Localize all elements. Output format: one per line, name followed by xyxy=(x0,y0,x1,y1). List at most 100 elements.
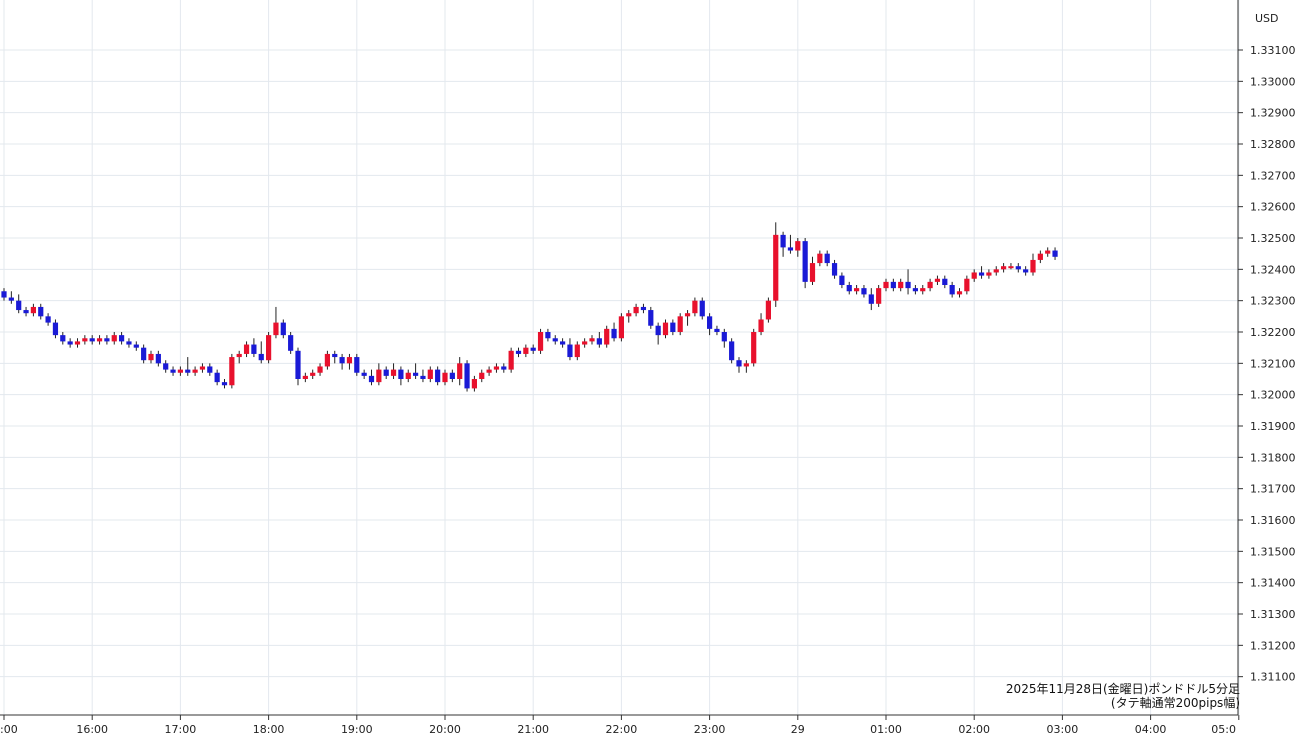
candle-body xyxy=(787,247,794,251)
candle-body xyxy=(236,353,242,358)
candle-body xyxy=(699,300,705,317)
candle-up xyxy=(964,275,970,295)
candle-up xyxy=(229,353,235,389)
price-tick-label: 1.32100 xyxy=(1250,357,1296,370)
candle-body xyxy=(949,285,955,295)
candle-up xyxy=(346,353,353,370)
candle-body xyxy=(82,338,88,342)
candle-body xyxy=(743,363,749,367)
time-tick-label: 17:00 xyxy=(165,723,197,736)
candle-body xyxy=(310,372,316,376)
candle-down xyxy=(295,347,301,386)
candle-down xyxy=(288,332,294,354)
time-tick-label: :00 xyxy=(0,723,18,736)
candle-up xyxy=(148,350,154,364)
chart-note-line2: (タテ軸通常200pips幅) xyxy=(1110,696,1240,710)
candle-down xyxy=(119,332,125,345)
candle-down xyxy=(861,285,867,298)
candle-body xyxy=(199,366,206,370)
candle-body xyxy=(155,353,161,364)
candle-body xyxy=(692,300,698,314)
candle-body xyxy=(751,332,757,364)
candle-body xyxy=(1023,269,1029,273)
candle-down xyxy=(339,353,345,370)
candle-up xyxy=(1001,263,1007,273)
candle-body xyxy=(45,316,51,323)
candle-down xyxy=(787,234,794,254)
candle-down xyxy=(23,306,29,317)
candle-body xyxy=(707,316,713,329)
candle-body xyxy=(221,382,228,386)
candle-down xyxy=(398,366,404,386)
candle-body xyxy=(16,300,22,311)
candle-body xyxy=(60,335,66,342)
candle-up xyxy=(574,341,580,361)
candle-body xyxy=(670,322,676,332)
candle-body xyxy=(435,369,441,383)
candle-up xyxy=(684,310,691,326)
candle-down xyxy=(8,291,14,304)
candle-body xyxy=(111,335,117,342)
candle-down xyxy=(126,338,132,348)
candle-down xyxy=(38,303,44,320)
candle-down xyxy=(413,363,419,379)
candle-down xyxy=(802,238,808,289)
candle-body xyxy=(890,281,896,289)
candle-down xyxy=(501,363,507,373)
candle-body xyxy=(876,288,882,304)
candle-body xyxy=(508,350,514,370)
horizontal-gridlines xyxy=(0,49,1238,678)
candle-down xyxy=(655,322,661,345)
candle-body xyxy=(552,338,558,342)
candle-body xyxy=(942,278,948,285)
price-tick-label: 1.31500 xyxy=(1250,545,1296,558)
candle-body xyxy=(427,369,433,379)
candle-body xyxy=(214,372,220,383)
candle-down xyxy=(707,313,713,336)
candle-up xyxy=(677,313,683,336)
time-tick-label: 29 xyxy=(791,723,805,736)
candle-body xyxy=(934,278,941,282)
candle-body xyxy=(662,322,669,336)
price-tick-label: 1.32600 xyxy=(1250,201,1296,214)
candle-body xyxy=(655,325,661,336)
time-tick-label: 21:00 xyxy=(517,723,549,736)
candle-body xyxy=(729,341,735,361)
chart-note: 2025年11月28日(金曜日)ポンドドル5分足 (タテ軸通常200pips幅) xyxy=(1006,682,1240,710)
candle-up xyxy=(376,363,382,386)
candle-down xyxy=(530,344,536,354)
candle-up xyxy=(310,369,316,379)
candle-down xyxy=(155,350,161,367)
candle-up xyxy=(795,238,801,257)
candle-body xyxy=(839,275,845,285)
candle-down xyxy=(354,353,360,376)
candle-body xyxy=(1037,253,1043,260)
candle-body xyxy=(677,316,683,332)
candle-down xyxy=(45,313,51,326)
candle-body xyxy=(185,369,191,373)
candle-body xyxy=(163,363,169,370)
price-tick-label: 1.32700 xyxy=(1250,169,1296,182)
candle-up xyxy=(266,332,272,364)
candle-down xyxy=(133,341,139,351)
candle-up xyxy=(986,269,992,279)
candle-body xyxy=(684,313,691,317)
candle-up xyxy=(479,369,485,383)
candle-body xyxy=(398,369,404,379)
candle-up xyxy=(927,278,933,292)
candle-up xyxy=(96,335,103,345)
candle-up xyxy=(626,310,632,323)
candle-body xyxy=(971,272,977,279)
candle-body xyxy=(479,372,485,379)
candle-body xyxy=(420,375,426,379)
candle-body xyxy=(457,363,463,379)
candle-down xyxy=(361,369,367,379)
candle-down xyxy=(729,338,735,364)
candle-body xyxy=(604,328,610,345)
candle-down xyxy=(52,319,59,339)
candle-down xyxy=(560,338,566,348)
candle-down xyxy=(978,266,985,279)
candle-body xyxy=(618,316,624,339)
candle-body xyxy=(332,353,338,358)
candle-up xyxy=(765,297,771,323)
